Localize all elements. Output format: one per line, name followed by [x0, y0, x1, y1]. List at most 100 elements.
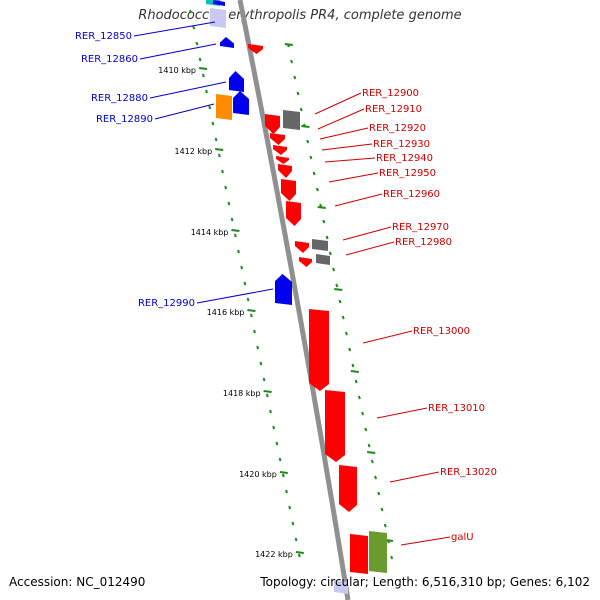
ruler-major-tick [295, 551, 304, 554]
gene-RER_12910[interactable] [265, 114, 280, 134]
gene-label-RER_12980[interactable]: RER_12980 [395, 237, 452, 248]
gene-RER_12940[interactable] [276, 156, 289, 164]
genome-summary-text: Topology: circular; Length: 6,516,310 bp… [260, 575, 590, 589]
gene-label-RER_12920[interactable]: RER_12920 [369, 123, 426, 134]
ruler-dot [370, 459, 374, 464]
gene-RER_12920[interactable] [270, 133, 285, 145]
gene-RER_12970[interactable] [312, 239, 328, 251]
ruler-dot [233, 233, 237, 238]
ruler-dot [306, 139, 310, 144]
label-leader-line [154, 103, 215, 120]
gene-RER_12930[interactable] [273, 145, 287, 155]
gene-RER_13000[interactable] [309, 309, 329, 391]
ruler-dot [275, 441, 279, 446]
ruler-dot [256, 345, 260, 350]
ruler-dot [198, 57, 202, 62]
gene-RER_12990[interactable] [275, 274, 292, 305]
gene-label-RER_12950[interactable]: RER_12950 [379, 168, 436, 179]
label-leader-line [317, 108, 365, 130]
label-leader-line [328, 172, 379, 183]
gene-label-RER_12860[interactable]: RER_12860 [81, 54, 138, 65]
scale-label: 1410 kbp [158, 66, 196, 75]
ruler-major-tick [301, 125, 310, 128]
ruler-dot [208, 105, 212, 110]
gene-RER_12970r[interactable] [295, 241, 309, 253]
gene-label-RER_12940[interactable]: RER_12940 [376, 153, 433, 164]
gene-RER_12860[interactable] [220, 37, 234, 48]
gene-label-RER_12930[interactable]: RER_12930 [373, 139, 430, 150]
gene-label-RER_12890[interactable]: RER_12890 [96, 114, 153, 125]
gene-label-RER_12910[interactable]: RER_12910 [365, 104, 422, 115]
ruler-dot [249, 313, 253, 318]
ruler-dot [243, 281, 247, 286]
ruler-dot [364, 427, 368, 432]
gene-lavender-partial[interactable] [334, 580, 348, 594]
ruler-dot [361, 411, 365, 416]
ruler-dot [224, 185, 228, 190]
ruler-major-tick [334, 288, 343, 291]
scale-label: 1414 kbp [191, 228, 229, 237]
gene-red-bottom[interactable] [350, 534, 368, 574]
ruler-dot [272, 425, 276, 430]
gene-RER_12890[interactable] [216, 94, 232, 120]
scale-label: 1418 kbp [223, 389, 261, 398]
gene-label-galU[interactable]: galU [451, 532, 474, 543]
ruler-dot [309, 155, 313, 160]
gene-RER_12980r[interactable] [299, 257, 312, 267]
ruler-dot [374, 475, 377, 480]
gene-label-RER_12900[interactable]: RER_12900 [362, 88, 419, 99]
gene-RER_13010[interactable] [325, 390, 345, 462]
ruler-dot [357, 395, 361, 400]
gene-label-RER_12880[interactable]: RER_12880 [91, 93, 148, 104]
ruler-dot [211, 121, 215, 126]
ruler-dot [265, 393, 269, 398]
gene-RER_12960a[interactable] [281, 179, 296, 201]
ruler-dot [348, 347, 352, 352]
gene-RER_12980[interactable] [316, 254, 330, 265]
ruler-dot [296, 91, 300, 96]
label-leader-line [342, 226, 392, 241]
gene-red-small[interactable] [248, 44, 263, 54]
gene-label-RER_13000[interactable]: RER_13000 [413, 326, 470, 337]
ruler-dot [230, 217, 234, 222]
gene-RER_12900[interactable] [283, 110, 300, 130]
gene-label-RER_12970[interactable]: RER_12970 [392, 222, 449, 233]
ruler-major-tick [279, 471, 288, 474]
ruler-dot [217, 153, 221, 158]
ruler-dot [290, 59, 294, 64]
ruler-dot [335, 283, 339, 288]
ruler-major-tick [263, 390, 272, 393]
ruler-dot [253, 329, 256, 334]
ruler-dot [269, 409, 272, 414]
label-leader-line [324, 157, 376, 163]
ruler-dot [322, 219, 326, 224]
gene-RER_12950[interactable] [278, 164, 292, 178]
ruler-major-tick [350, 370, 359, 373]
ruler-dot [297, 553, 301, 558]
ruler-dot [214, 137, 218, 142]
ruler-dot [246, 297, 250, 302]
ruler-major-tick [284, 43, 293, 46]
gene-label-RER_12990[interactable]: RER_12990 [138, 298, 195, 309]
ruler-dot [345, 331, 348, 336]
gene-RER_12880[interactable] [233, 91, 249, 115]
label-leader-line [362, 330, 413, 344]
label-leader-line [149, 81, 227, 99]
gene-label-RER_13020[interactable]: RER_13020 [440, 467, 497, 478]
gene-RER_13020[interactable] [339, 465, 357, 512]
gene-RER_12880a[interactable] [229, 71, 244, 92]
ruler-dot [332, 267, 335, 272]
accession-text: Accession: NC_012490 [9, 575, 146, 589]
gene-blue-partial[interactable] [213, 0, 225, 6]
gene-galU[interactable] [369, 531, 387, 573]
gene-lavender-top[interactable] [210, 8, 226, 28]
gene-label-RER_12850[interactable]: RER_12850 [75, 31, 132, 42]
ruler-dot [285, 489, 288, 494]
ruler-dot [293, 75, 297, 80]
ruler-dot [377, 491, 381, 496]
gene-label-RER_13010[interactable]: RER_13010 [428, 403, 485, 414]
gene-RER_12960[interactable] [286, 201, 301, 226]
ruler-dot [338, 299, 342, 304]
scale-label: 1422 kbp [255, 550, 293, 559]
gene-label-RER_12960[interactable]: RER_12960 [383, 189, 440, 200]
